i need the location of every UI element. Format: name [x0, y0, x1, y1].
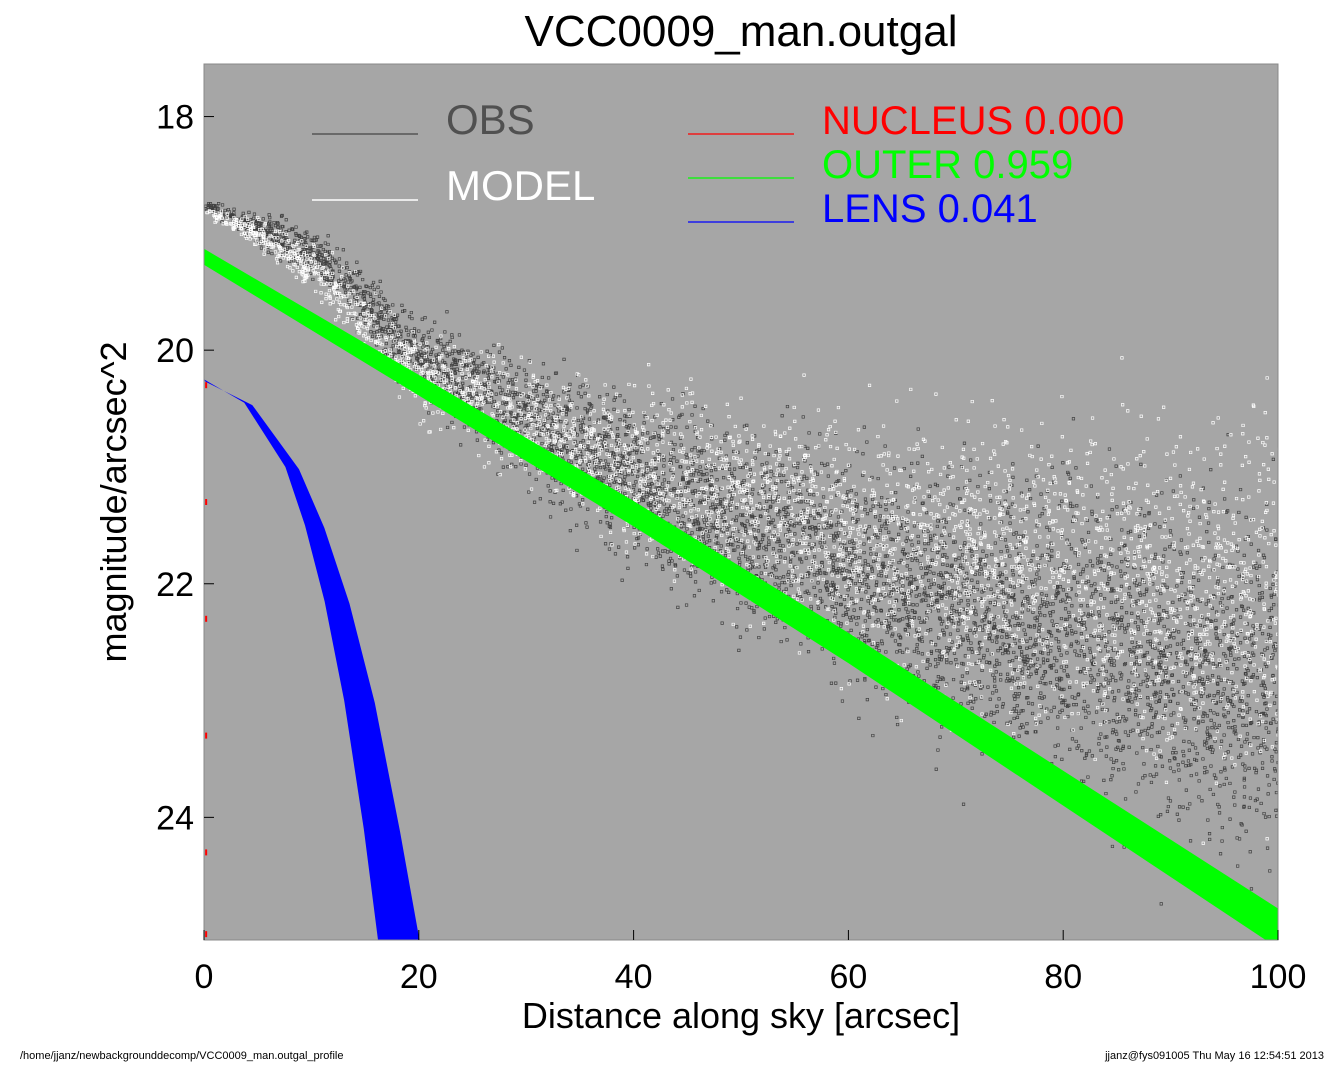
component-label-nucleus: NUCLEUS 0.000 [822, 99, 1124, 143]
outer-band [204, 248, 1278, 940]
lens-band [204, 379, 420, 940]
x-tick-label: 80 [1044, 958, 1082, 996]
y-tick-label: 18 [156, 99, 194, 137]
series-outer [204, 248, 1278, 940]
y-axis-ticks: 18 20 22 24 [156, 99, 214, 837]
footer-timestamp: jjanz@fys091005 Thu May 16 12:54:51 2013 [1105, 1050, 1324, 1062]
footer-path: /home/jjanz/newbackgrounddecomp/VCC0009_… [20, 1050, 344, 1062]
y-tick-label: 24 [156, 799, 194, 837]
y-tick-label: 22 [156, 566, 194, 604]
obs-points [204, 202, 1278, 906]
series-model [205, 209, 1278, 845]
component-label-outer: OUTER 0.959 [822, 143, 1073, 187]
x-axis-label: Distance along sky [arcsec] [522, 995, 960, 1036]
data-marks [204, 202, 1278, 940]
x-tick-label: 40 [615, 958, 653, 996]
series-lens [204, 379, 420, 940]
x-tick-label: 20 [400, 958, 438, 996]
y-axis-label: magnitude/arcsec^2 [93, 341, 134, 662]
x-tick-label: 0 [195, 958, 214, 996]
chart-title: VCC0009_man.outgal [525, 7, 958, 56]
y-tick-label: 20 [156, 332, 194, 370]
series-obs [204, 202, 1278, 906]
plot-frame [203, 63, 1279, 941]
model-points [205, 209, 1278, 845]
x-tick-label: 100 [1250, 958, 1307, 996]
legend-label-obs: OBS [446, 96, 535, 143]
component-label-lens: LENS 0.041 [822, 187, 1038, 231]
x-tick-label: 60 [829, 958, 867, 996]
legend-label-model: MODEL [446, 162, 595, 209]
x-axis-ticks: 0 20 40 60 80 100 [195, 930, 1307, 996]
